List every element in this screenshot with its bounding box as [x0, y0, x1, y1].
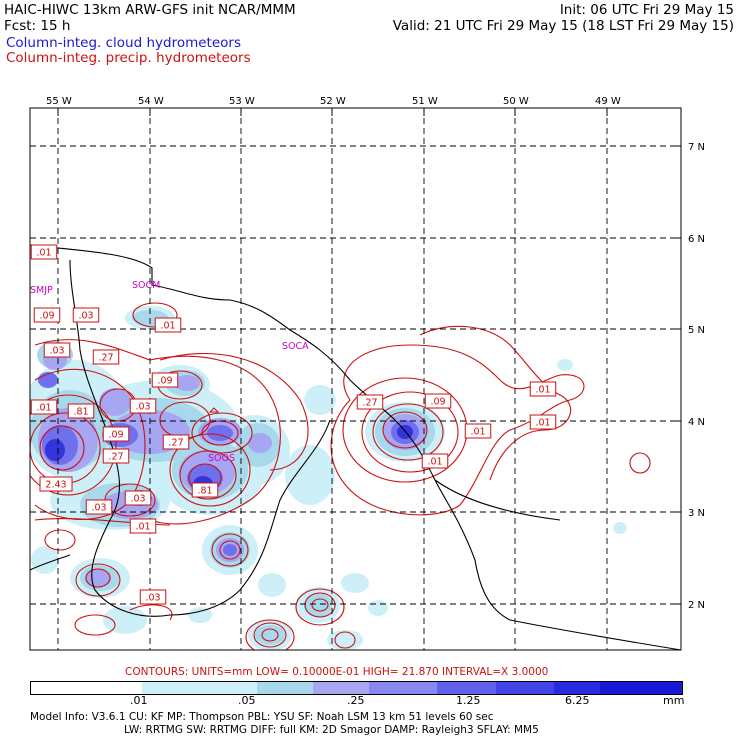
- contour-label-text: .27: [108, 452, 123, 463]
- contour-label-text: .09: [430, 397, 445, 408]
- contour-label-text: .09: [39, 311, 54, 322]
- header-init-time: Init: 06 UTC Fri 29 May 15: [559, 2, 734, 18]
- field-label-cloud: Column-integ. cloud hydrometeors: [6, 35, 242, 51]
- contour-label: .03: [43, 342, 71, 358]
- station-label: SOCA: [282, 341, 309, 352]
- contour-label: .81: [191, 482, 219, 498]
- map-frame: [29, 107, 682, 651]
- station-label: SMJP: [30, 285, 53, 296]
- lon-label: 50 W: [503, 96, 529, 107]
- contour-label: .03: [72, 307, 100, 323]
- scale-tick: .05: [238, 694, 256, 707]
- model-info-line2: LW: RRTMG SW: RRTMG DIFF: full KM: 2D Sm…: [124, 724, 539, 736]
- lat-lon-grid: [30, 108, 681, 650]
- contour-label: .01: [129, 518, 157, 534]
- contour-label-text: .81: [73, 407, 88, 418]
- contour-label: .01: [30, 399, 58, 415]
- color-scale-bar: [30, 681, 683, 695]
- scale-tick: .25: [347, 694, 365, 707]
- contour-label: .27: [102, 448, 130, 464]
- contour-label: .01: [421, 453, 449, 469]
- contour-label: .27: [92, 349, 120, 365]
- scale-segment: [257, 682, 314, 694]
- contour-label-text: .01: [427, 457, 442, 468]
- lon-label: 49 W: [595, 96, 621, 107]
- lon-label: 53 W: [229, 96, 255, 107]
- contour-label-text: .03: [135, 402, 150, 413]
- contour-label-text: .01: [470, 427, 485, 438]
- scale-unit: mm: [663, 694, 685, 707]
- header-forecast-hour: Fcst: 15 h: [4, 18, 71, 34]
- model-info-line1: Model Info: V3.6.1 CU: KF MP: Thompson P…: [30, 711, 494, 723]
- contour-label-text: .81: [197, 486, 212, 497]
- contour-label: .27: [356, 394, 384, 410]
- lon-label: 52 W: [320, 96, 346, 107]
- station-label: SOCM: [132, 280, 160, 291]
- scale-tick: .01: [130, 694, 148, 707]
- station-label: SOOS: [208, 453, 235, 464]
- scale-segment: [142, 682, 258, 694]
- contour-label-text: .01: [535, 418, 550, 429]
- contour-label: .03: [85, 499, 113, 515]
- contour-label-text: .03: [49, 346, 64, 357]
- contour-label: .01: [529, 381, 557, 397]
- header-valid-time: Valid: 21 UTC Fri 29 May 15 (18 LST Fri …: [392, 18, 734, 34]
- contour-label: .01: [30, 244, 58, 260]
- contour-label: .03: [139, 589, 167, 605]
- contour-label: .27: [162, 434, 190, 450]
- contour-label-text: .03: [145, 593, 160, 604]
- contour-label-text: .01: [160, 321, 175, 332]
- lat-label: 6 N: [688, 234, 705, 245]
- lon-label: 54 W: [138, 96, 164, 107]
- field-label-precip: Column-integ. precip. hydrometeors: [6, 50, 251, 66]
- scale-segment: [600, 682, 682, 694]
- contour-label-text: .01: [535, 385, 550, 396]
- contour-label-text: .01: [135, 522, 150, 533]
- contour-label-text: .01: [36, 248, 51, 259]
- contour-label-text: .03: [91, 503, 106, 514]
- scale-segment: [553, 682, 601, 694]
- scale-segment: [495, 682, 554, 694]
- scale-tick: 6.25: [565, 694, 590, 707]
- station-marker-icon: [208, 407, 220, 413]
- lat-label: 3 N: [688, 508, 705, 519]
- contour-label: .01: [154, 317, 182, 333]
- contour-label-text: .03: [78, 311, 93, 322]
- contour-label-text: .09: [108, 430, 123, 441]
- contours-info: CONTOURS: UNITS=mm LOW= 0.10000E-01 HIGH…: [125, 666, 549, 678]
- lon-label: 51 W: [412, 96, 438, 107]
- scale-segment: [437, 682, 496, 694]
- scale-tick: 1.25: [456, 694, 481, 707]
- axis-ticks: [57, 108, 681, 605]
- contour-label: .81: [67, 403, 95, 419]
- lat-label: 5 N: [688, 325, 705, 336]
- scale-segment: [313, 682, 370, 694]
- contour-label: 2.43: [39, 476, 73, 492]
- contour-label-text: .01: [36, 403, 51, 414]
- contour-label: .01: [464, 423, 492, 439]
- contour-label: .03: [129, 398, 157, 414]
- contour-label: .09: [33, 307, 61, 323]
- lat-label: 4 N: [688, 417, 705, 428]
- contour-label-text: .27: [362, 398, 377, 409]
- contour-label-text: 2.43: [45, 480, 66, 491]
- contour-label-text: .27: [168, 438, 183, 449]
- scale-segment: [31, 682, 143, 694]
- contour-label: .09: [102, 426, 130, 442]
- scale-segment: [369, 682, 438, 694]
- contour-label-text: .27: [98, 353, 113, 364]
- lon-label: 55 W: [46, 96, 72, 107]
- contour-label: .01: [529, 414, 557, 430]
- contour-label-text: .03: [130, 494, 145, 505]
- contour-label: .09: [424, 393, 452, 409]
- lat-label: 7 N: [688, 142, 705, 153]
- contour-label-text: .09: [157, 376, 172, 387]
- contour-label: .09: [151, 372, 179, 388]
- contour-label: .03: [124, 490, 152, 506]
- header-title: HAIC-HIWC 13km ARW-GFS init NCAR/MMM: [4, 2, 296, 18]
- lat-label: 2 N: [688, 600, 705, 611]
